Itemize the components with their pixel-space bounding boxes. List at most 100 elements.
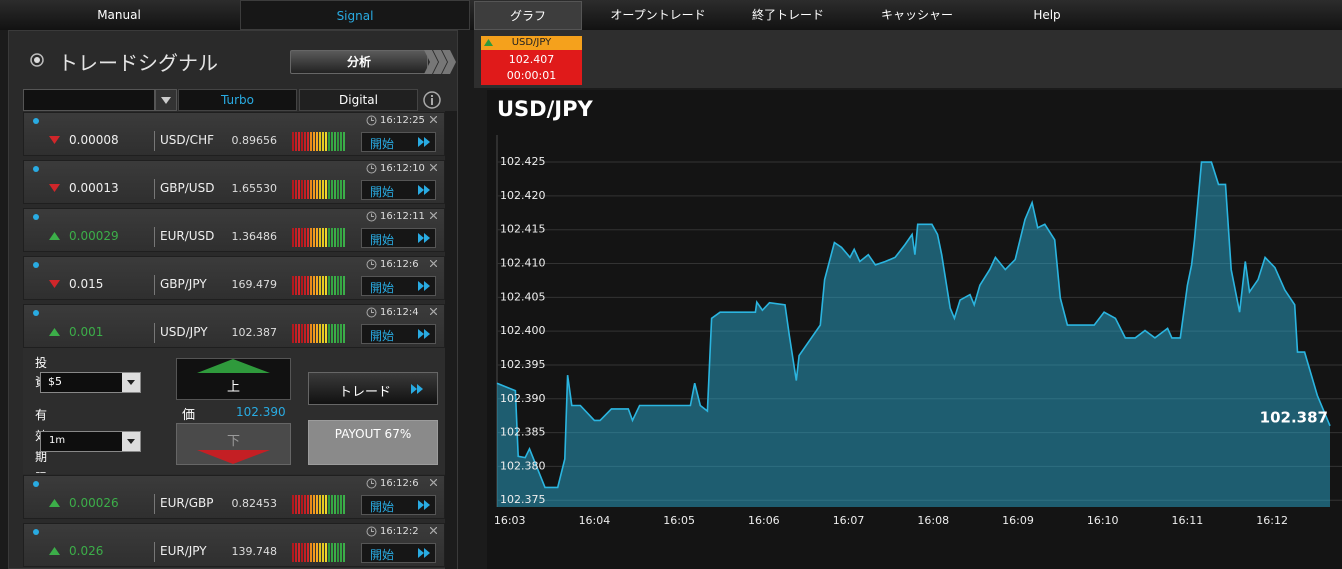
nav-tab[interactable]: Signal: [240, 0, 470, 30]
start-button[interactable]: 開始: [361, 276, 436, 296]
start-label: 開始: [370, 233, 395, 247]
y-tick-label: 102.375: [500, 493, 546, 506]
chevron: [418, 185, 424, 195]
strength-bar: [340, 276, 342, 295]
strength-bar: [292, 276, 294, 295]
strength-bar: [310, 132, 312, 151]
dot: [33, 166, 39, 172]
strength-bar: [331, 276, 333, 295]
up-button[interactable]: 上: [176, 358, 291, 400]
trade-label: トレード: [339, 385, 392, 400]
strength-bar: [316, 324, 318, 343]
asset-tab[interactable]: USD/JPY 102.407 00:00:01: [481, 36, 582, 85]
strength-bar: [343, 543, 345, 562]
nav-tab[interactable]: キャッシャー: [880, 8, 953, 22]
signal-pair: USD/CHF: [160, 133, 214, 147]
clock-icon: [366, 307, 377, 318]
expiry-select[interactable]: 1m: [40, 431, 141, 452]
strength-bar: [307, 228, 309, 247]
strength-bar: [304, 228, 306, 247]
strength-bar: [331, 324, 333, 343]
start-label: 開始: [370, 185, 395, 199]
start-button[interactable]: 開始: [361, 543, 436, 563]
nav-tab[interactable]: Help: [1033, 8, 1061, 22]
x-tick-label: 16:03: [494, 514, 526, 527]
strength-bar: [337, 276, 339, 295]
strength-bar: [304, 180, 306, 199]
down-button[interactable]: 下: [176, 423, 291, 465]
strength-bar: [307, 543, 309, 562]
start-button[interactable]: 開始: [361, 180, 436, 200]
scrollbar: [445, 111, 457, 569]
strength-bar: [307, 324, 309, 343]
strength-bar: [301, 180, 303, 199]
nav-tab[interactable]: 終了トレード: [751, 8, 824, 22]
strength-bar: [307, 276, 309, 295]
strength-bar: [316, 228, 318, 247]
filter-tab[interactable]: Digital: [299, 89, 418, 111]
status-dot: [33, 529, 39, 535]
down-arrow: [49, 136, 60, 144]
x-tick-label: 16:12: [1256, 514, 1288, 527]
signal-price: 139.748: [231, 545, 278, 558]
strength-bar: [334, 276, 336, 295]
nav-tab[interactable]: グラフ: [474, 1, 582, 30]
strength-bar: [301, 276, 303, 295]
clock-hands: [371, 309, 374, 313]
strength-bar: [307, 495, 309, 514]
filter-select[interactable]: [23, 89, 155, 111]
signal-time: 16:12:10: [380, 163, 425, 174]
strength-bar: [319, 543, 321, 562]
start-button[interactable]: 開始: [361, 324, 436, 344]
signal-pair: USD/JPY: [160, 325, 208, 339]
strength-bar: [331, 132, 333, 151]
asset-price: 102.407: [508, 53, 555, 66]
start-button[interactable]: 開始: [361, 495, 436, 515]
strength-bar: [313, 324, 315, 343]
strength-bar: [310, 180, 312, 199]
strength-bar: [319, 495, 321, 514]
chevron: [417, 384, 423, 394]
analysis-button[interactable]: 分析: [290, 50, 428, 74]
x-tick-label: 16:07: [833, 514, 865, 527]
trade-button[interactable]: トレード: [308, 372, 438, 405]
clock-hands: [371, 261, 374, 265]
signal-price: 0.82453: [231, 497, 278, 510]
info-icon: [423, 91, 441, 109]
dropdown-arrow: [161, 97, 171, 104]
clock-face: [366, 478, 377, 489]
filter-tab[interactable]: Turbo: [178, 89, 297, 111]
y-tick-label: 102.390: [500, 392, 546, 405]
strength-bar: [310, 228, 312, 247]
triangle: [49, 232, 60, 240]
investment-select[interactable]: $5: [40, 372, 141, 393]
arrow-icon: [418, 329, 430, 339]
strength-bar: [343, 276, 345, 295]
start-button[interactable]: 開始: [361, 132, 436, 152]
start-label: 開始: [370, 329, 395, 343]
signal-time: 16:12:11: [380, 211, 425, 222]
strength-bar: [340, 495, 342, 514]
cross: [430, 527, 437, 534]
strength-bar: [328, 276, 330, 295]
strength-bar: [310, 324, 312, 343]
chevron: [424, 500, 430, 510]
signal-price: 169.479: [231, 278, 278, 291]
triangle: [49, 136, 60, 144]
cross: [430, 116, 437, 123]
triangle: [127, 439, 135, 444]
strength-bar: [316, 132, 318, 151]
dropdown-button[interactable]: [155, 89, 177, 111]
arrow-icon: [418, 500, 430, 510]
strength-bar: [337, 543, 339, 562]
dot: [33, 214, 39, 220]
nav-tab[interactable]: Manual: [97, 8, 141, 22]
arrow-icon: [411, 384, 423, 394]
signal-time: 16:12:6: [380, 259, 419, 270]
strength-bar: [322, 324, 324, 343]
strength-bar: [301, 495, 303, 514]
close-icon: [430, 212, 437, 219]
nav-tab[interactable]: オープントレード: [610, 8, 706, 22]
triangle: [127, 380, 135, 385]
start-button[interactable]: 開始: [361, 228, 436, 248]
